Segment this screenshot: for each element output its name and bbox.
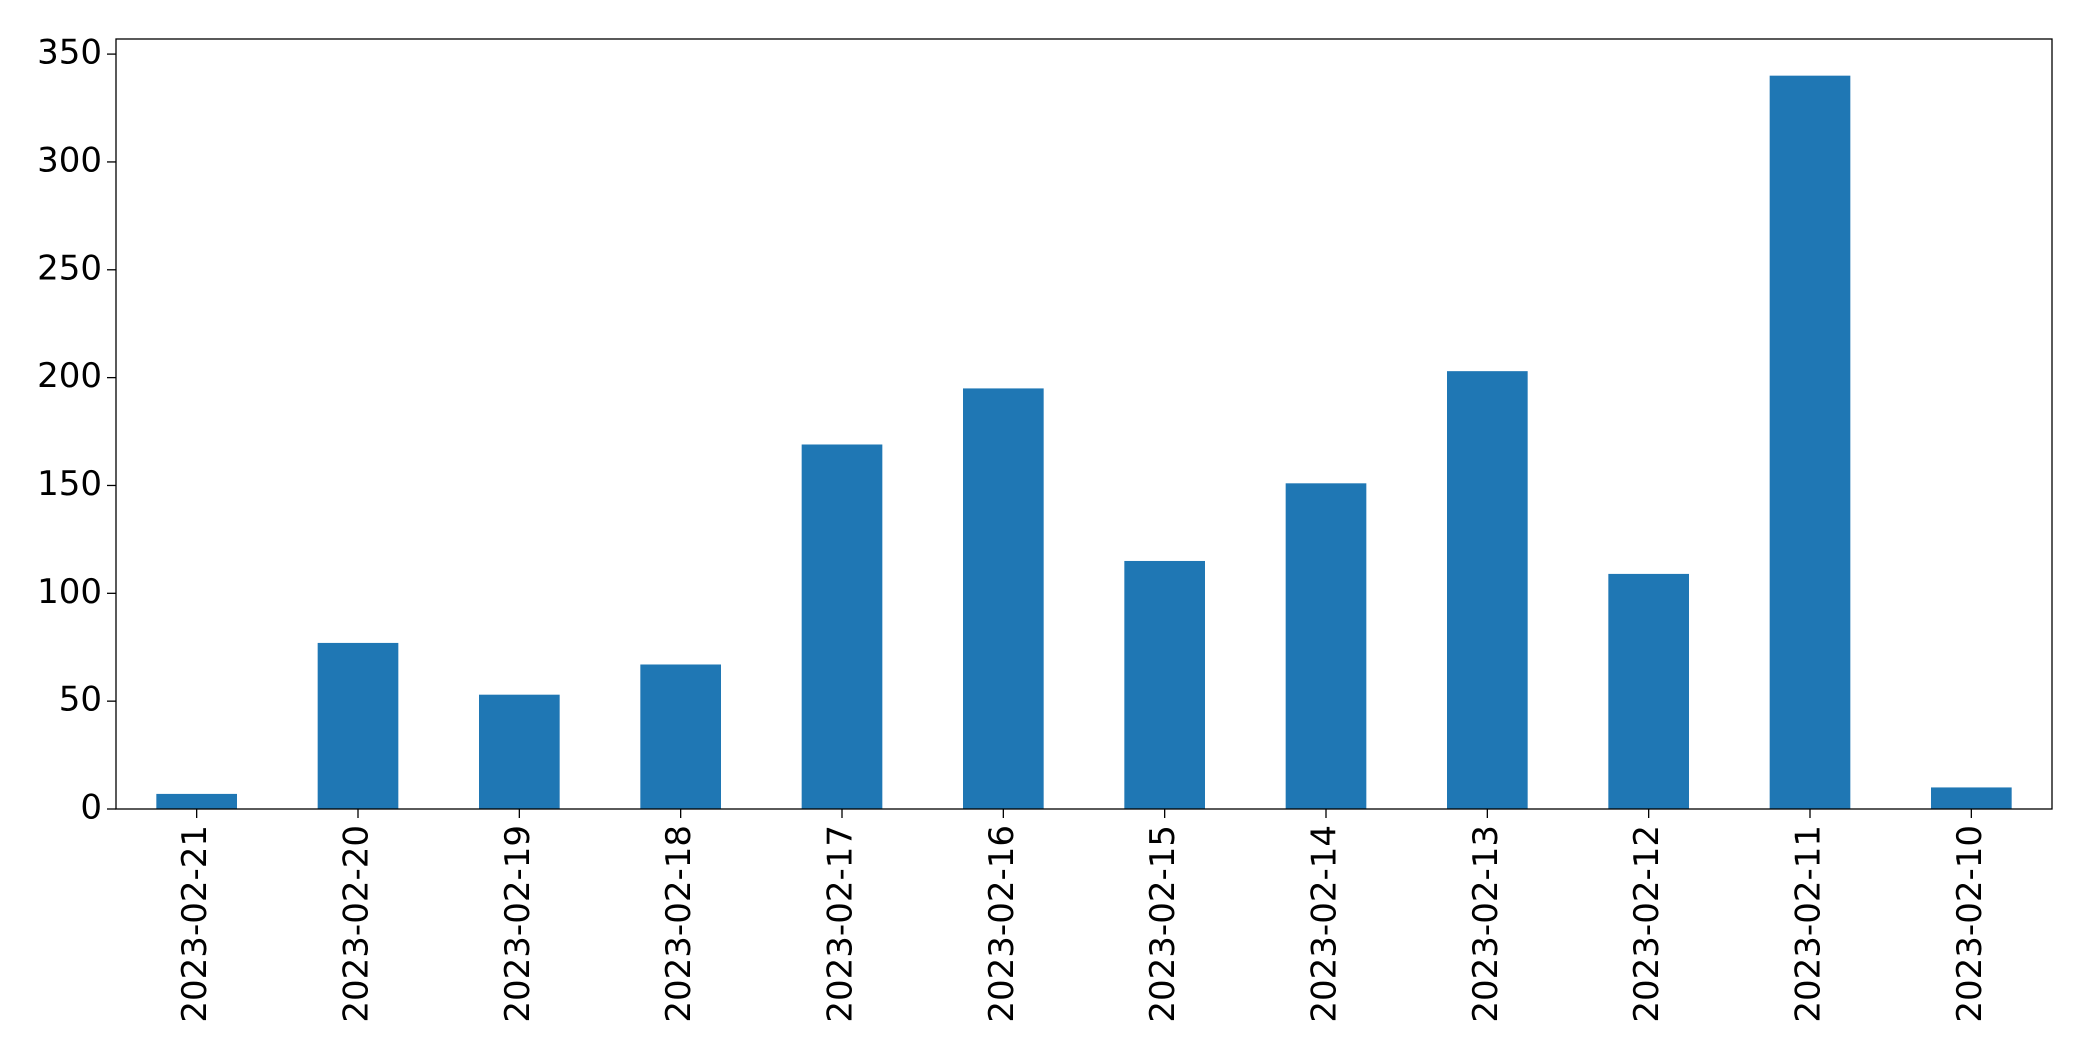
x-tick-label: 2023-02-14: [1305, 825, 1345, 1023]
y-tick-label: 300: [37, 140, 102, 180]
bar: [1931, 787, 2012, 809]
bar: [156, 793, 237, 809]
bar: [1285, 483, 1367, 809]
x-tick-label: 2023-02-20: [337, 825, 377, 1023]
bar: [479, 694, 560, 809]
x-tick-label: 2023-02-21: [175, 825, 215, 1023]
x-tick-label: 2023-02-19: [498, 825, 538, 1023]
y-tick-label: 100: [37, 572, 102, 612]
plot-frame: [115, 38, 2053, 810]
x-tick-label: 2023-02-12: [1627, 825, 1667, 1023]
y-tick-label: 150: [37, 464, 102, 504]
y-tick-label: 350: [37, 33, 102, 73]
bar: [1447, 371, 1528, 809]
bar: [801, 444, 883, 809]
x-tick-label: 2023-02-16: [982, 825, 1022, 1023]
bar: [1124, 560, 1205, 809]
y-tick-label: 50: [59, 680, 102, 720]
bar: [640, 664, 721, 809]
bar: [317, 642, 399, 809]
x-tick-label: 2023-02-18: [659, 825, 699, 1023]
bar: [1608, 573, 1689, 809]
x-tick-label: 2023-02-15: [1143, 825, 1183, 1023]
bar: [1769, 75, 1851, 809]
x-tick-label: 2023-02-11: [1789, 825, 1829, 1023]
y-tick-label: 0: [80, 788, 102, 828]
x-tick-label: 2023-02-13: [1466, 825, 1506, 1023]
x-tick-label: 2023-02-17: [821, 825, 861, 1023]
y-tick-label: 200: [37, 356, 102, 396]
x-tick-label: 2023-02-10: [1950, 825, 1990, 1023]
y-tick-label: 250: [37, 248, 102, 288]
bar: [963, 388, 1044, 809]
